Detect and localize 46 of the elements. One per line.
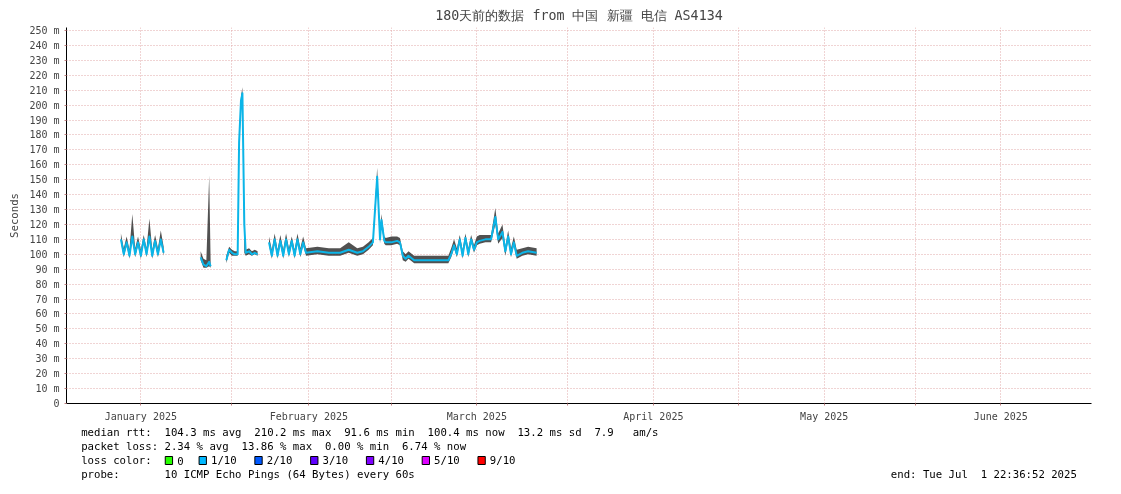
legend-label: 1/10 bbox=[210, 454, 237, 467]
text: probe: 10 ICMP Echo Pings (64 Bytes) every 60s bbox=[81, 468, 415, 481]
y-tick-label: 250 m bbox=[29, 24, 60, 36]
x-tick-label: April 2025 bbox=[623, 410, 684, 422]
y-tick-label: 100 m bbox=[29, 248, 60, 260]
y-tick-label: 150 m bbox=[29, 174, 60, 186]
y-tick-label: 70 m bbox=[35, 293, 60, 305]
y-tick-label: 130 m bbox=[29, 204, 60, 216]
text: end: Tue Jul 1 22:36:52 2025 bbox=[890, 468, 1077, 481]
y-tick-label: 40 m bbox=[35, 338, 60, 350]
legend-label: 4/10 bbox=[378, 454, 404, 467]
y-tick-label: 80 m bbox=[35, 278, 60, 290]
legend-label: 3/10 bbox=[322, 454, 349, 467]
x-tick-label: January 2025 bbox=[104, 410, 177, 422]
text: median rtt: 104.3 ms avg 210.2 ms max 91.6 ms min 100.4 ms now 13.2 ms sd 7.9 am/s bbox=[81, 426, 659, 439]
legend-label: 9/10 bbox=[489, 454, 516, 467]
y-tick-label: 30 m bbox=[35, 353, 60, 365]
y-tick-label: 140 m bbox=[29, 189, 60, 201]
x-tick-label: March 2025 bbox=[446, 410, 507, 422]
x-tick-label: February 2025 bbox=[269, 410, 348, 422]
y-tick-label: 240 m bbox=[29, 39, 60, 51]
y-tick-label: 210 m bbox=[29, 84, 60, 96]
y-tick-label: 190 m bbox=[29, 114, 60, 126]
y-tick-label: 180 m bbox=[29, 129, 60, 141]
text: loss color: bbox=[81, 454, 152, 467]
x-tick-label: June 2025 bbox=[973, 410, 1028, 422]
legend-label: 2/10 bbox=[266, 454, 293, 467]
chart-title: 180天前的数据 from 中国 新疆 电信 AS4134 bbox=[435, 7, 723, 23]
y-tick-label: 120 m bbox=[29, 218, 60, 230]
legend-label: 5/10 bbox=[434, 454, 460, 467]
legend-label: 0 bbox=[177, 454, 184, 468]
y-tick-label: 170 m bbox=[29, 144, 60, 156]
text: packet loss: 2.34 % avg 13.86 % max 0.00 % min 6.74 % now bbox=[81, 440, 467, 453]
y-tick-label: 10 m bbox=[35, 383, 60, 395]
y-tick-label: 50 m bbox=[35, 323, 60, 335]
y-tick-label: 60 m bbox=[35, 308, 60, 320]
y-axis-title: Seconds bbox=[8, 193, 22, 238]
y-tick-label: 160 m bbox=[29, 159, 60, 171]
y-tick-label: 230 m bbox=[29, 54, 60, 66]
y-tick-label: 220 m bbox=[29, 69, 60, 81]
y-tick-label: 0 bbox=[53, 398, 60, 409]
x-tick-label: May 2025 bbox=[800, 410, 849, 422]
y-tick-label: 20 m bbox=[35, 368, 60, 380]
y-tick-label: 200 m bbox=[29, 99, 60, 111]
y-tick-label: 90 m bbox=[35, 263, 60, 275]
y-tick-label: 110 m bbox=[29, 233, 60, 245]
